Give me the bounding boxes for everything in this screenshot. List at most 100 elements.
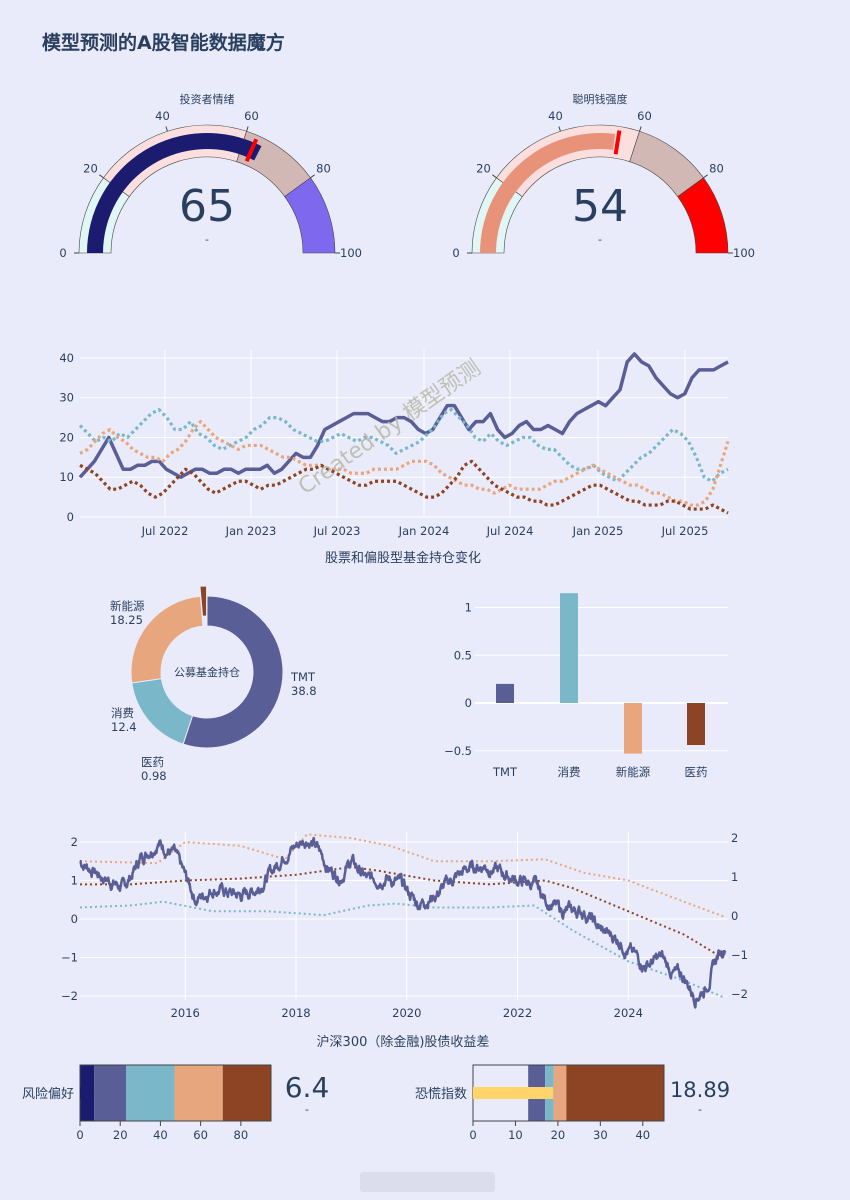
y-right-tick-label: 2 — [731, 831, 738, 845]
y-tick-label: 10 — [59, 470, 74, 484]
y-tick-label: 0 — [67, 510, 74, 524]
bullet-tick-label: 80 — [234, 1128, 249, 1142]
gauge-tick — [558, 126, 561, 132]
spread-main-series — [79, 836, 727, 1009]
y-right-tick-label: −2 — [731, 987, 748, 1001]
x-tick-label: Jul 2024 — [486, 524, 534, 538]
x-tick-label: Jan 2024 — [398, 524, 450, 538]
line-series-2 — [79, 419, 730, 507]
y-right-tick-label: −1 — [731, 948, 748, 962]
gauge-tick — [492, 174, 497, 179]
gauge-step-3 — [677, 177, 729, 254]
gauge-threshold — [613, 130, 622, 155]
bullet-tick-label: 30 — [593, 1128, 608, 1142]
bullet-tick-label: 10 — [508, 1128, 523, 1142]
y-left-tick-label: 1 — [71, 874, 78, 888]
gauge-tick-label: 80 — [316, 161, 331, 175]
spread-lower-band — [79, 900, 726, 999]
donut-slice-1 — [131, 678, 194, 745]
bar-0 — [496, 683, 514, 703]
gauge-tick-label: 40 — [155, 109, 170, 123]
gauge-delta: - — [598, 233, 602, 246]
gauge-tick-label: 100 — [733, 246, 755, 260]
bar-2 — [624, 703, 642, 754]
bullet-value: 6.4 — [285, 1071, 330, 1104]
bar-3 — [687, 703, 705, 746]
donut-label-2: 新能源 — [110, 599, 145, 613]
bar-category-3: 医药 — [685, 765, 708, 779]
line-series-0 — [78, 352, 729, 479]
gauge-tick — [703, 174, 708, 179]
bullet-tick-label: 20 — [113, 1128, 128, 1142]
y-tick-label: 30 — [59, 391, 74, 405]
gauge-tick — [310, 174, 315, 179]
bullet-tick-label: 20 — [551, 1128, 566, 1142]
bullet-fear-index: 恐慌指数 0 10 20 30 40 18.89- — [415, 1064, 730, 1142]
donut-label-3: 医药 — [141, 755, 164, 769]
y-left-tick-label: −1 — [61, 951, 78, 965]
donut-label-0: TMT — [290, 670, 316, 684]
y-tick-label: 0.5 — [454, 648, 472, 662]
bullet-step-4 — [222, 1065, 271, 1121]
gauge-tick-label: 20 — [476, 161, 491, 175]
y-tick-label: 0 — [465, 696, 472, 710]
gauge-delta: - — [205, 233, 209, 246]
bar-category-1: 消费 — [558, 765, 581, 779]
bar-category-2: 新能源 — [616, 765, 651, 779]
bullet-tick-label: 0 — [469, 1128, 476, 1142]
bullet-delta: - — [698, 1103, 702, 1116]
bullet-step-3 — [174, 1065, 223, 1121]
bullet-value-bar — [80, 1087, 93, 1099]
y-tick-label: 40 — [59, 351, 74, 365]
x-tick-label: Jul 2023 — [313, 524, 361, 538]
x-tick-label: Jan 2025 — [572, 524, 624, 538]
bullet-tick-label: 40 — [153, 1128, 168, 1142]
gauge-tick-label: 20 — [83, 161, 98, 175]
bullet-step-1 — [94, 1065, 127, 1121]
donut-label-1: 消费 — [111, 706, 134, 720]
bullet-value-bar — [473, 1087, 554, 1099]
gauge-value: 65 — [179, 181, 235, 232]
sector-bar-chart: −0.5 0 0.5 1 TMT 消费 新能源 医药 — [444, 593, 728, 779]
x-tick-label: Jul 2025 — [661, 524, 709, 538]
gauge-tick — [639, 126, 642, 132]
gauge-value: 54 — [572, 181, 628, 232]
bottom-scroll-indicator — [360, 1172, 495, 1192]
bullet-step-2 — [126, 1065, 175, 1121]
bullet-step-3 — [553, 1065, 567, 1121]
x-tick-label: Jul 2022 — [141, 524, 189, 538]
gauge-investor-sentiment: 投资者情绪 0 20 40 60 80 100 65- — [59, 92, 362, 260]
donut-value-0: 38.8 — [291, 684, 317, 698]
gauge-title: 聪明钱强度 — [573, 92, 628, 106]
y-right-tick-label: 0 — [731, 909, 738, 923]
gauge-tick — [246, 126, 249, 132]
gauge-step-3 — [284, 177, 336, 254]
bullet-tick-label: 60 — [193, 1128, 208, 1142]
donut-center-label: 公募基金持仓 — [174, 665, 240, 679]
chart-title: 股票和偏股型基金持仓变化 — [325, 550, 481, 566]
x-tick-label: Jan 2023 — [225, 524, 277, 538]
donut-slice-3 — [199, 585, 208, 617]
chart-title: 沪深300（除金融)股债收益差 — [317, 1034, 490, 1050]
gauge-title: 投资者情绪 — [180, 92, 235, 106]
page-title: 模型预测的A股智能数据魔方 — [42, 32, 285, 54]
line-series-3 — [79, 459, 729, 515]
y-left-tick-label: 2 — [71, 835, 78, 849]
equity-bond-spread-chart: −2 −1 0 1 2 −2 −1 0 1 2 2016 2018 2020 2022 2024 沪深300（… — [61, 831, 748, 1050]
x-tick-label: 2016 — [171, 1006, 200, 1020]
y-tick-label: −0.5 — [444, 744, 472, 758]
fund-holdings-line-chart: 0 10 20 30 40 Jul 2022 Jan 2023 Jul 2023 Jan 202… — [59, 350, 730, 566]
y-tick-label: 1 — [465, 601, 472, 615]
y-right-tick-label: 1 — [731, 870, 738, 884]
gauge-value-bar — [480, 133, 616, 253]
donut-slice-2 — [130, 595, 204, 684]
gauge-tick-label: 60 — [637, 109, 652, 123]
gauge-tick-label: 100 — [340, 246, 362, 260]
gauge-smart-money: 聪明钱强度 0 20 40 60 80 100 54- — [452, 92, 755, 260]
donut-value-3: 0.98 — [141, 769, 167, 783]
gauge-value-bar — [87, 133, 262, 253]
y-left-tick-label: −2 — [61, 989, 78, 1003]
x-tick-label: 2020 — [392, 1006, 421, 1020]
x-tick-label: 2024 — [614, 1006, 643, 1020]
